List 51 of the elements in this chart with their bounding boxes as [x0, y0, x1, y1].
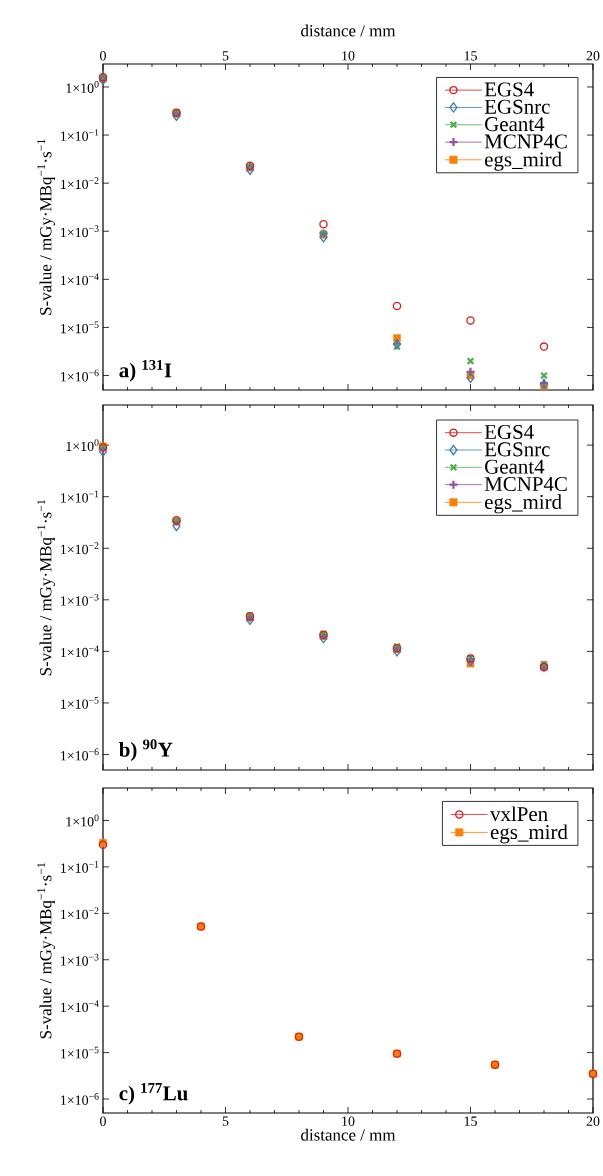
y-tick-label: 1×10$^{−3}$	[60, 593, 99, 606]
x2-tick-label: 15	[464, 51, 477, 61]
x-tick-label: 5	[222, 1116, 229, 1126]
y-tick-label: 1×10$^{−5}$	[60, 321, 99, 334]
legend-label: Geant4	[484, 459, 545, 474]
annotation: c) $^{177}$Lu	[119, 1082, 188, 1105]
y-tick-label: 1×10$^{0}$	[66, 814, 99, 827]
legend-label: EGSnrc	[484, 99, 550, 114]
legend-label: egs_mird	[490, 824, 568, 844]
y-tick-label: 1×10$^{−6}$	[60, 369, 99, 382]
legend-label: egs_mird	[484, 151, 562, 171]
y-tick-label: 1×10$^{−4}$	[60, 645, 99, 658]
y-tick-label: 1×10$^{−4}$	[60, 273, 99, 286]
y-tick-label: 1×10$^{−1}$	[60, 129, 99, 141]
y-tick-label: 1×10$^{0}$	[66, 81, 99, 93]
y-tick-label: 1×10$^{−4}$	[60, 1000, 99, 1013]
annotation: a) $^{131}$I	[119, 359, 172, 382]
x-tick-label: 15	[464, 1116, 477, 1126]
legend-label: EGS4	[484, 82, 534, 97]
legend-label: egs_mird	[484, 494, 562, 514]
legend-label: MCNP4C	[484, 134, 567, 149]
y-tick-label: 1×10$^{−6}$	[60, 1093, 99, 1105]
y-axis-title: S-value / mGy·MBq$^{−1}$·s$^{−1}$	[37, 139, 55, 315]
legend-label: EGSnrc	[484, 442, 550, 457]
y-tick-label: 1×10$^{−6}$	[60, 748, 99, 761]
y-tick-label: 1×10$^{−3}$	[60, 953, 99, 966]
x-axis-title: distance / mm	[300, 1128, 396, 1141]
legend-label: Geant4	[484, 117, 545, 132]
x2-axis-title: distance / mm	[300, 24, 396, 37]
y-tick-label: 1×10$^{−2}$	[60, 542, 99, 555]
y-tick-label: 1×10$^{−5}$	[60, 1046, 99, 1059]
x-tick-label: 10	[342, 1116, 355, 1126]
y-tick-label: 1×10$^{−1}$	[60, 860, 99, 873]
legend-label: vxlPen	[489, 806, 548, 822]
legend-label: MCNP4C	[484, 476, 567, 492]
y-tick-label: 1×10$^{0}$	[66, 439, 99, 452]
x-tick-label: 0	[99, 1116, 106, 1126]
x2-tick-label: 5	[222, 51, 229, 61]
y-tick-label: 1×10$^{−5}$	[60, 697, 99, 709]
y-tick-label: 1×10$^{−2}$	[60, 177, 99, 190]
y-axis-title: S-value / mGy·MBq$^{−1}$·s$^{−1}$	[37, 862, 55, 1039]
annotation: b) $^{90}$Y	[118, 739, 173, 762]
x2-tick-label: 0	[99, 51, 106, 61]
x-tick-label: 20	[586, 1116, 600, 1126]
legend-label: EGS4	[484, 424, 534, 440]
x2-tick-label: 10	[342, 51, 355, 61]
y-tick-label: 1×10$^{−1}$	[60, 490, 99, 503]
y-tick-label: 1×10$^{−3}$	[60, 225, 99, 238]
y-axis-title: S-value / mGy·MBq$^{−1}$·s$^{−1}$	[37, 499, 55, 676]
y-tick-label: 1×10$^{−2}$	[60, 907, 99, 920]
x2-tick-label: 20	[586, 51, 600, 61]
